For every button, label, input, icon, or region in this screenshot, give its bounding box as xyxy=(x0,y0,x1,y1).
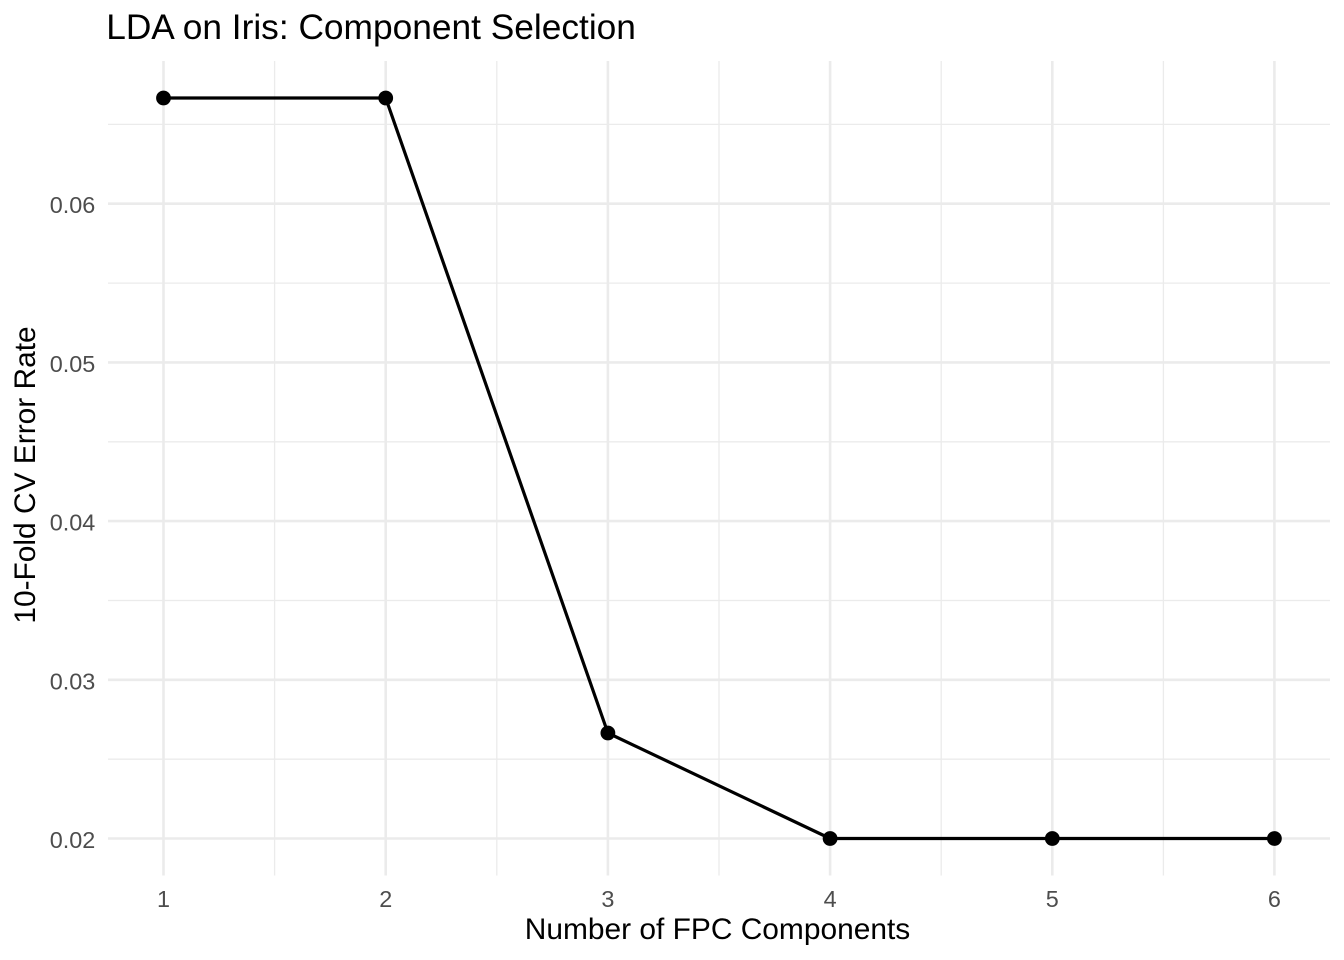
svg-text:0.06: 0.06 xyxy=(50,192,96,218)
svg-text:4: 4 xyxy=(824,886,837,912)
svg-text:10-Fold CV Error Rate: 10-Fold CV Error Rate xyxy=(9,326,42,623)
svg-text:0.05: 0.05 xyxy=(50,351,96,377)
svg-text:3: 3 xyxy=(601,886,614,912)
svg-text:0.04: 0.04 xyxy=(50,510,96,536)
svg-text:0.03: 0.03 xyxy=(50,668,96,694)
svg-text:0.02: 0.02 xyxy=(50,827,96,853)
svg-text:LDA on Iris: Component Selecti: LDA on Iris: Component Selection xyxy=(106,8,636,47)
svg-text:6: 6 xyxy=(1268,886,1281,912)
svg-text:1: 1 xyxy=(157,886,170,912)
svg-text:5: 5 xyxy=(1046,886,1059,912)
svg-text:Number of FPC Components: Number of FPC Components xyxy=(525,913,910,946)
svg-text:2: 2 xyxy=(379,886,392,912)
